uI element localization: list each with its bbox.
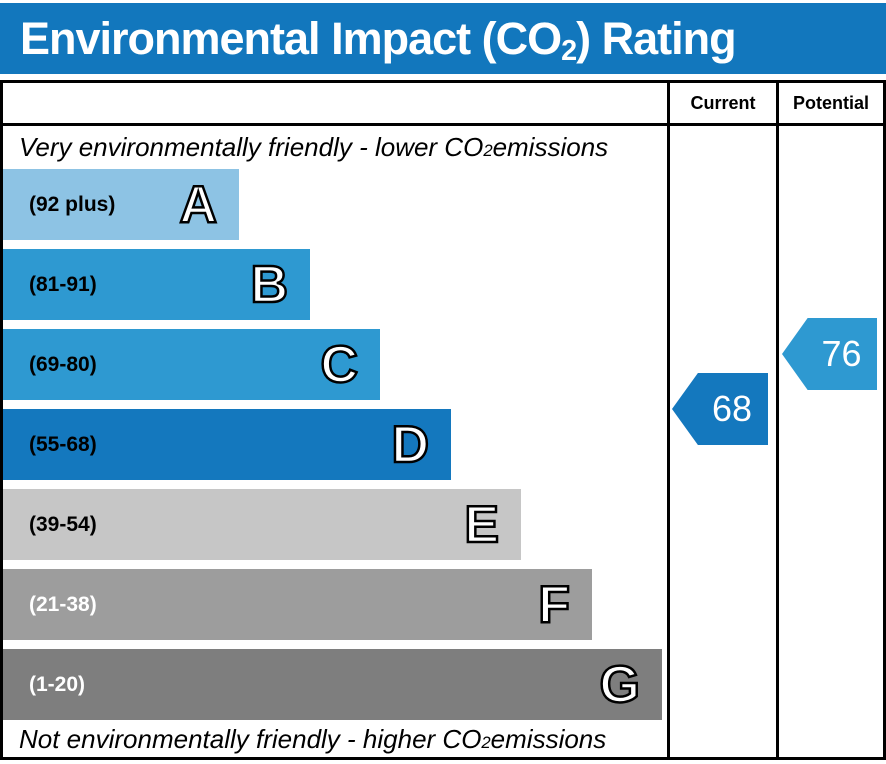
page-title-text: Environmental Impact (CO [20,12,562,64]
band-g-bar: (1-20) G [3,649,662,720]
band-a-range: (92 plus) [29,192,116,216]
page-title-subscript: 2 [561,34,577,67]
top-caption-text: Very environmentally friendly - lower CO [19,131,484,162]
band-e-bar: (39-54) E [3,489,521,560]
bottom-caption: Not environmentally friendly - higher CO… [19,723,607,754]
page-title: Environmental Impact (CO2) Rating [20,12,737,67]
rating-table: Current Potential Very environmentally f… [0,80,886,760]
current-rating-arrow: 68 [672,373,768,445]
page-title-suffix: ) Rating [576,12,736,64]
bottom-caption-suffix: emissions [490,723,607,754]
potential-rating-value: 76 [821,333,862,374]
band-c-letter: C [319,335,359,394]
band-g-letter: G [598,655,641,714]
potential-rating-arrow: 76 [782,318,877,390]
band-c-bar: (69-80) C [3,329,380,400]
band-f-bar: (21-38) F [3,569,592,640]
column-divider-current [667,83,670,757]
band-c-range: (69-80) [29,352,97,376]
current-rating-value: 68 [711,388,753,429]
band-d-range: (55-68) [29,432,97,456]
top-caption-suffix: emissions [492,131,609,162]
band-a-letter: A [178,175,218,234]
current-column-header: Current [690,92,756,113]
table-header-row [3,83,883,126]
band-b-bar: (81-91) B [3,249,310,320]
band-d-letter: D [390,415,430,474]
title-bar: Environmental Impact (CO2) Rating [0,3,886,74]
bottom-caption-text: Not environmentally friendly - higher CO [19,723,482,754]
band-e-range: (39-54) [29,512,97,536]
band-a-bar: (92 plus) A [3,169,239,240]
column-divider-potential [776,83,779,757]
band-b-letter: B [249,255,289,314]
band-e-letter: E [463,495,500,554]
band-f-range: (21-38) [29,592,97,616]
potential-column-header: Potential [792,92,869,113]
band-b-range: (81-91) [29,272,97,296]
band-d-bar: (55-68) D [3,409,451,480]
top-caption: Very environmentally friendly - lower CO… [19,131,609,162]
band-g-range: (1-20) [29,672,86,696]
band-f-letter: F [537,575,571,634]
